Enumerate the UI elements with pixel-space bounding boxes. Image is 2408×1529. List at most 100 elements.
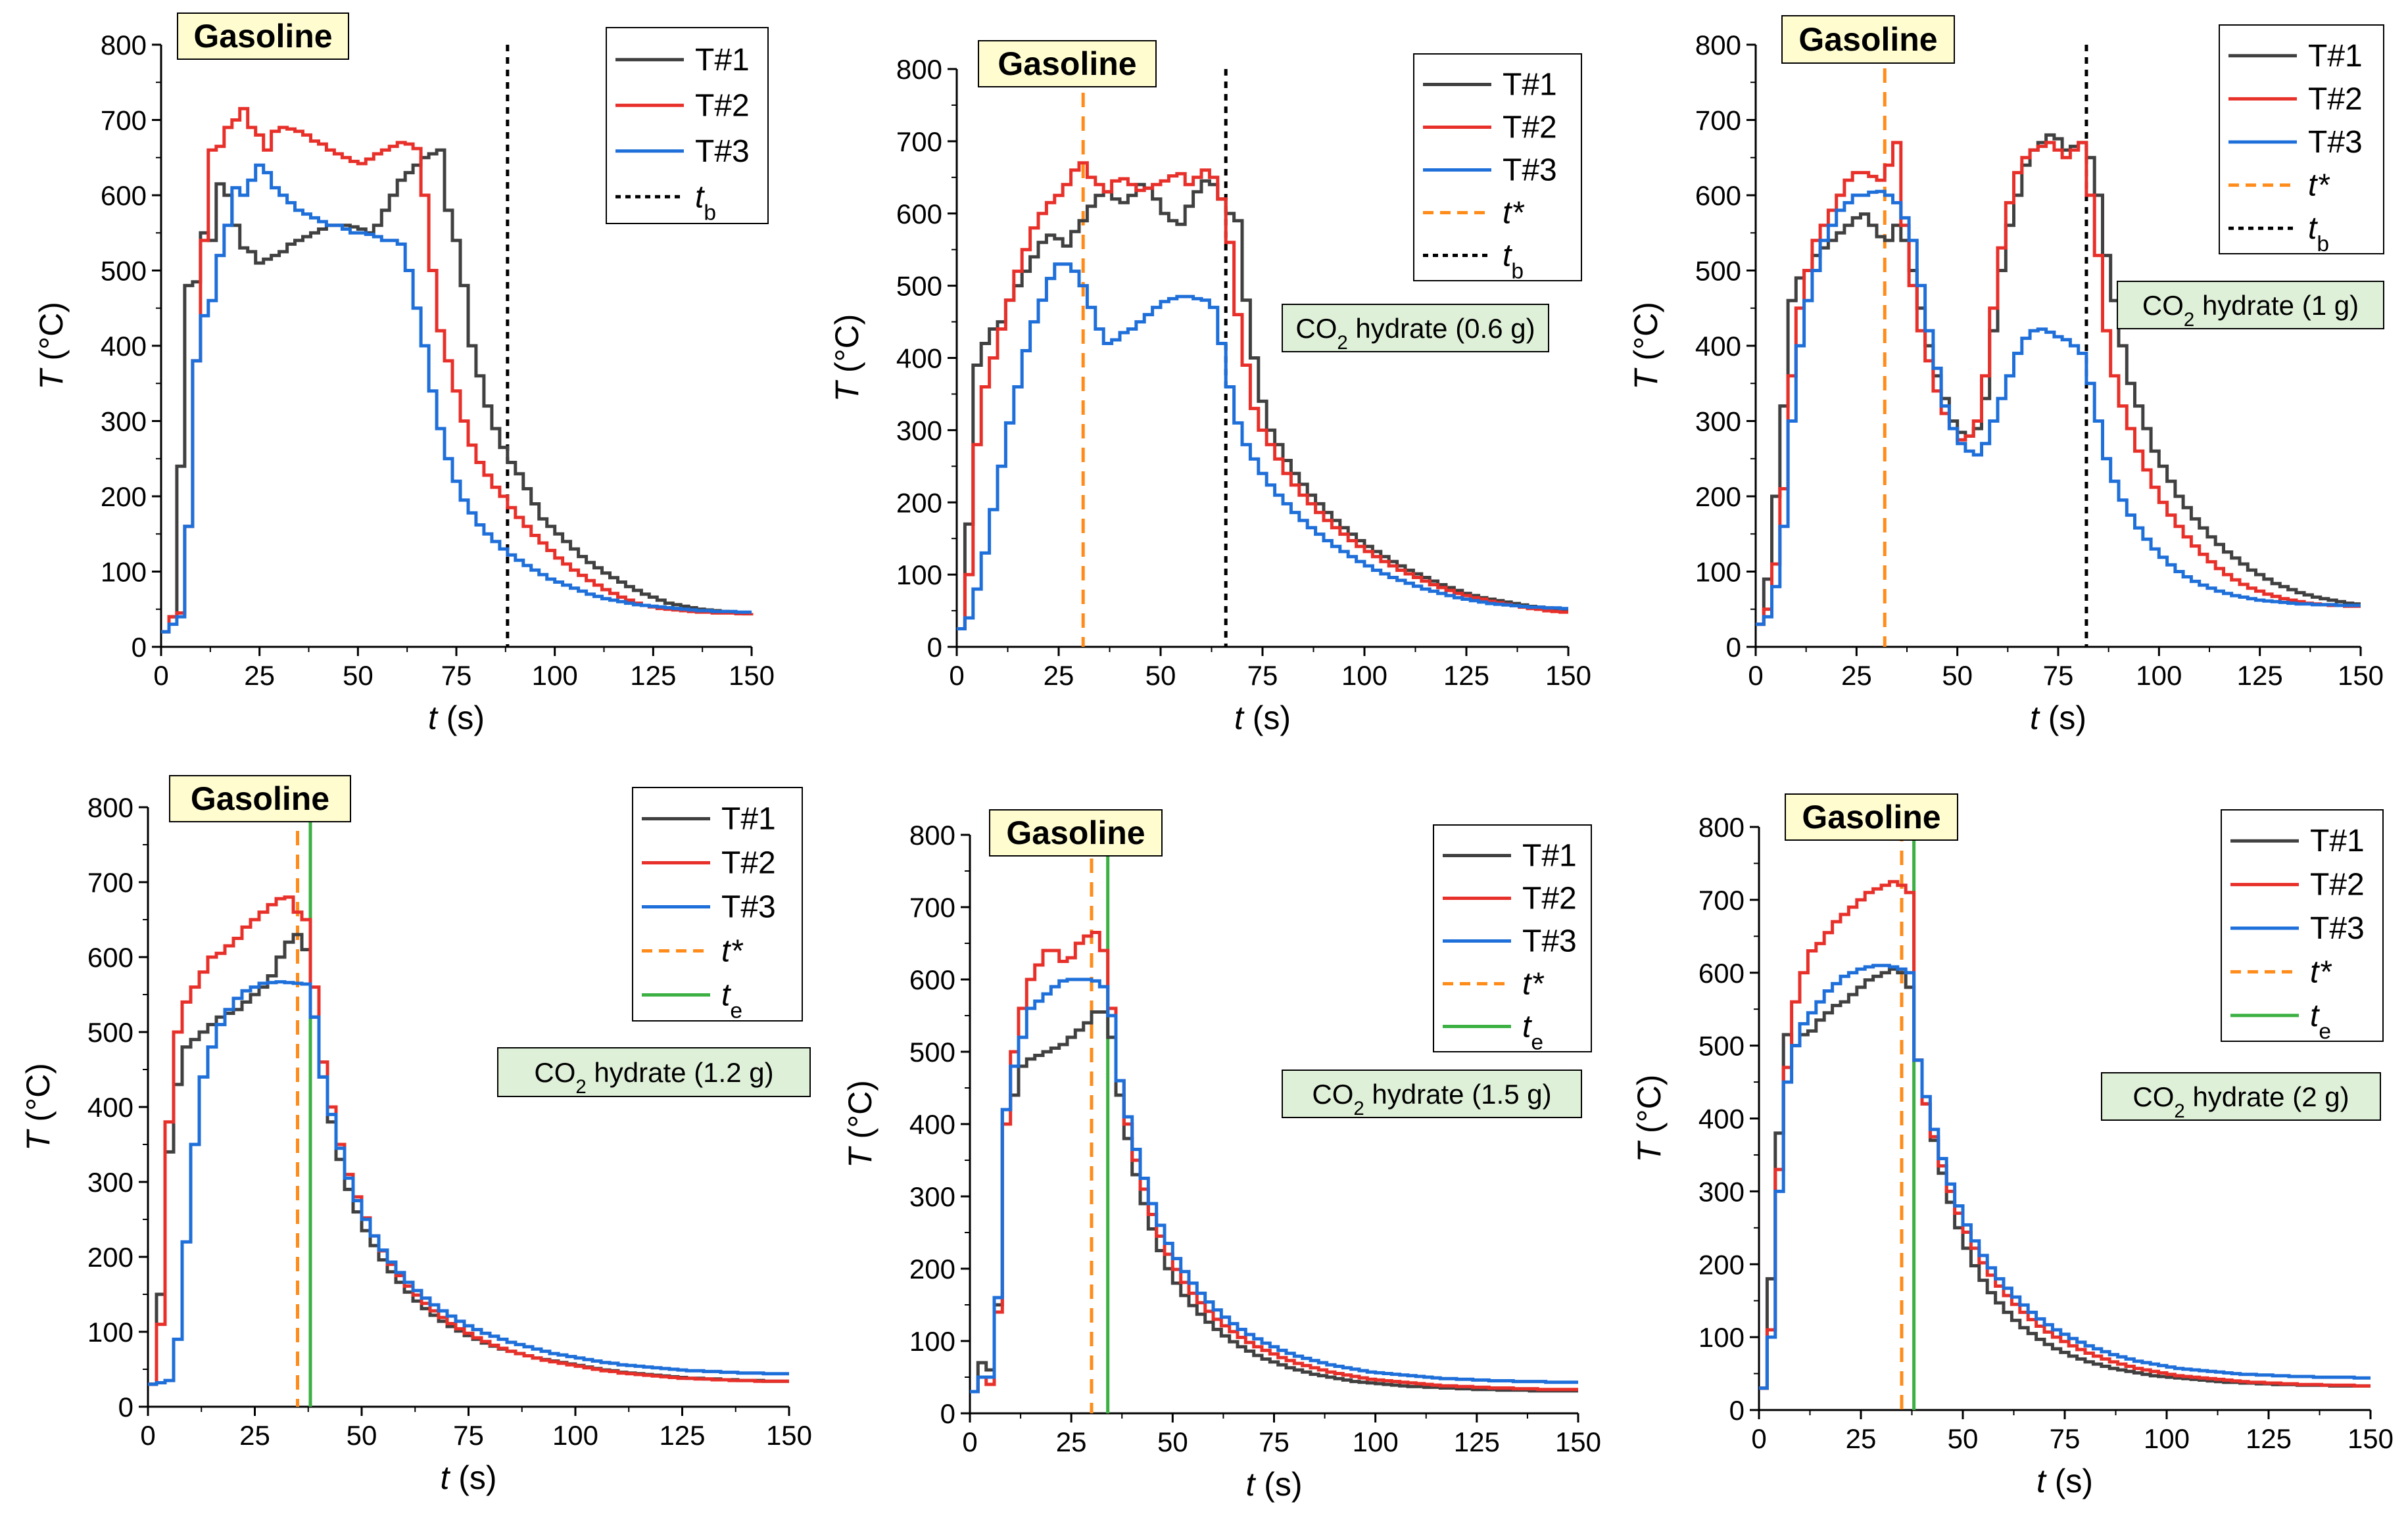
x-tick-label: 100 bbox=[2144, 1423, 2190, 1454]
x-tick-label: 25 bbox=[1056, 1426, 1087, 1457]
y-tick-label: 500 bbox=[1695, 256, 1741, 287]
y-tick-label: 200 bbox=[909, 1254, 955, 1284]
hydrate-note: CO2 hydrate (0.6 g) bbox=[1295, 313, 1535, 354]
x-tick-label: 100 bbox=[1353, 1426, 1399, 1457]
x-tick-label: 150 bbox=[1545, 660, 1591, 691]
legend-label-T1: T#1 bbox=[721, 802, 776, 837]
y-tick-label: 700 bbox=[909, 892, 955, 923]
x-tick-label: 50 bbox=[343, 660, 373, 691]
series-line-T#1 bbox=[1756, 133, 2361, 626]
hydrate-note: CO2 hydrate (2 g) bbox=[2132, 1081, 2349, 1122]
y-tick-label: 200 bbox=[896, 487, 942, 518]
y-tick-label: 800 bbox=[1695, 30, 1741, 60]
legend-label-T3: T#3 bbox=[1503, 153, 1557, 188]
y-tick-label: 500 bbox=[87, 1017, 133, 1048]
legend-label-tstar: t* bbox=[721, 934, 743, 969]
y-tick-label: 500 bbox=[896, 271, 942, 302]
y-tick-label: 400 bbox=[1698, 1104, 1745, 1135]
legend-label-tstar: t* bbox=[2308, 168, 2330, 203]
y-tick-label: 600 bbox=[87, 942, 133, 973]
x-axis-title: t (s) bbox=[2036, 1463, 2093, 1499]
y-tick-label: 0 bbox=[940, 1398, 955, 1429]
y-tick-label: 600 bbox=[896, 199, 942, 229]
y-tick-label: 300 bbox=[101, 406, 147, 437]
x-tick-label: 50 bbox=[1942, 660, 1973, 691]
x-tick-label: 125 bbox=[1443, 660, 1489, 691]
x-tick-label: 0 bbox=[140, 1420, 155, 1451]
series-line-T#2 bbox=[970, 931, 1578, 1394]
legend-box bbox=[632, 787, 803, 1022]
chart-panel-3: 0 100 200 300 400 500 600 700 800 0 25 50 75 100 125 15… bbox=[1627, 15, 2384, 736]
x-tick-label: 75 bbox=[2050, 1423, 2081, 1454]
y-tick-label: 100 bbox=[1695, 557, 1741, 588]
legend: T#1 T#2 T#3 t* te bbox=[2221, 809, 2384, 1044]
legend-label-te: te bbox=[721, 978, 742, 1023]
series-line-T#2 bbox=[1759, 880, 2371, 1390]
series-line-T#3 bbox=[161, 163, 752, 634]
y-tick-label: 400 bbox=[909, 1109, 955, 1140]
legend-label-tstar: t* bbox=[1503, 196, 1524, 231]
legend-label-te: te bbox=[2310, 999, 2331, 1044]
legend: T#1 T#2 T#3 t* te bbox=[632, 787, 803, 1023]
series-line-T#1 bbox=[161, 148, 754, 634]
y-tick-label: 400 bbox=[896, 343, 942, 374]
y-tick-label: 600 bbox=[909, 964, 955, 995]
y-tick-label: 100 bbox=[1698, 1322, 1745, 1353]
legend-box bbox=[2221, 809, 2384, 1042]
x-tick-label: 25 bbox=[1846, 1423, 1877, 1454]
y-tick-label: 700 bbox=[1698, 885, 1745, 916]
y-tick-label: 800 bbox=[896, 54, 942, 85]
x-tick-label: 0 bbox=[962, 1426, 977, 1457]
legend: T#1 T#2 T#3 t* tb bbox=[2219, 24, 2384, 256]
y-tick-label: 300 bbox=[909, 1181, 955, 1212]
legend-label-T3: T#3 bbox=[721, 890, 776, 925]
y-tick-label: 800 bbox=[1698, 812, 1745, 843]
y-tick-label: 700 bbox=[1695, 105, 1741, 136]
legend-box bbox=[1413, 53, 1582, 281]
legend-label-T2: T#2 bbox=[1522, 882, 1577, 916]
legend: T#1 T#2 T#3 t* te bbox=[1433, 824, 1592, 1054]
y-tick-label: 100 bbox=[896, 559, 942, 590]
legend-label-T2: T#2 bbox=[2308, 82, 2363, 116]
x-tick-label: 150 bbox=[766, 1420, 812, 1451]
chart-title: Gasoline bbox=[191, 780, 329, 817]
legend: T#1 T#2 T#3 tb bbox=[606, 27, 769, 225]
y-axis-title: T (°C) bbox=[842, 1080, 879, 1168]
series-line-T#3 bbox=[1759, 964, 2371, 1390]
y-tick-label: 600 bbox=[101, 180, 147, 211]
y-tick-label: 100 bbox=[87, 1317, 133, 1348]
y-tick-label: 200 bbox=[87, 1242, 133, 1273]
y-tick-label: 800 bbox=[101, 30, 147, 60]
x-tick-label: 50 bbox=[1948, 1423, 1979, 1454]
y-tick-label: 200 bbox=[1695, 481, 1741, 512]
x-tick-label: 100 bbox=[532, 660, 578, 691]
y-tick-label: 200 bbox=[1698, 1249, 1745, 1280]
legend-label-T1: T#1 bbox=[695, 43, 750, 78]
x-axis-title: t (s) bbox=[440, 1459, 496, 1496]
legend-label-tb: tb bbox=[695, 179, 716, 225]
y-tick-label: 700 bbox=[896, 126, 942, 157]
chart-title: Gasoline bbox=[998, 45, 1136, 82]
legend-label-T1: T#1 bbox=[2310, 824, 2365, 859]
legend-label-T1: T#1 bbox=[1503, 68, 1557, 103]
y-tick-label: 400 bbox=[101, 331, 147, 362]
title-badge bbox=[177, 12, 349, 60]
y-tick-label: 700 bbox=[101, 105, 147, 136]
x-tick-label: 150 bbox=[2338, 660, 2384, 691]
x-tick-label: 25 bbox=[1841, 660, 1872, 691]
y-tick-label: 300 bbox=[896, 415, 942, 446]
y-axis-title: T (°C) bbox=[1631, 1075, 1668, 1163]
x-tick-label: 75 bbox=[441, 660, 472, 691]
legend-box bbox=[2219, 24, 2384, 254]
x-tick-label: 125 bbox=[2246, 1423, 2292, 1454]
legend-label-T2: T#2 bbox=[2310, 868, 2365, 903]
legend-label-tstar: t* bbox=[1522, 967, 1544, 1002]
x-tick-label: 125 bbox=[630, 660, 676, 691]
chart-title: Gasoline bbox=[1798, 21, 1937, 58]
y-tick-label: 800 bbox=[87, 792, 133, 823]
x-tick-label: 50 bbox=[1145, 660, 1176, 691]
y-tick-label: 0 bbox=[1729, 1395, 1745, 1426]
hydrate-note: CO2 hydrate (1.5 g) bbox=[1312, 1079, 1551, 1119]
chart-panel-6: 0 100 200 300 400 500 600 700 800 0 25 50 75 100 125 15… bbox=[1631, 793, 2394, 1499]
